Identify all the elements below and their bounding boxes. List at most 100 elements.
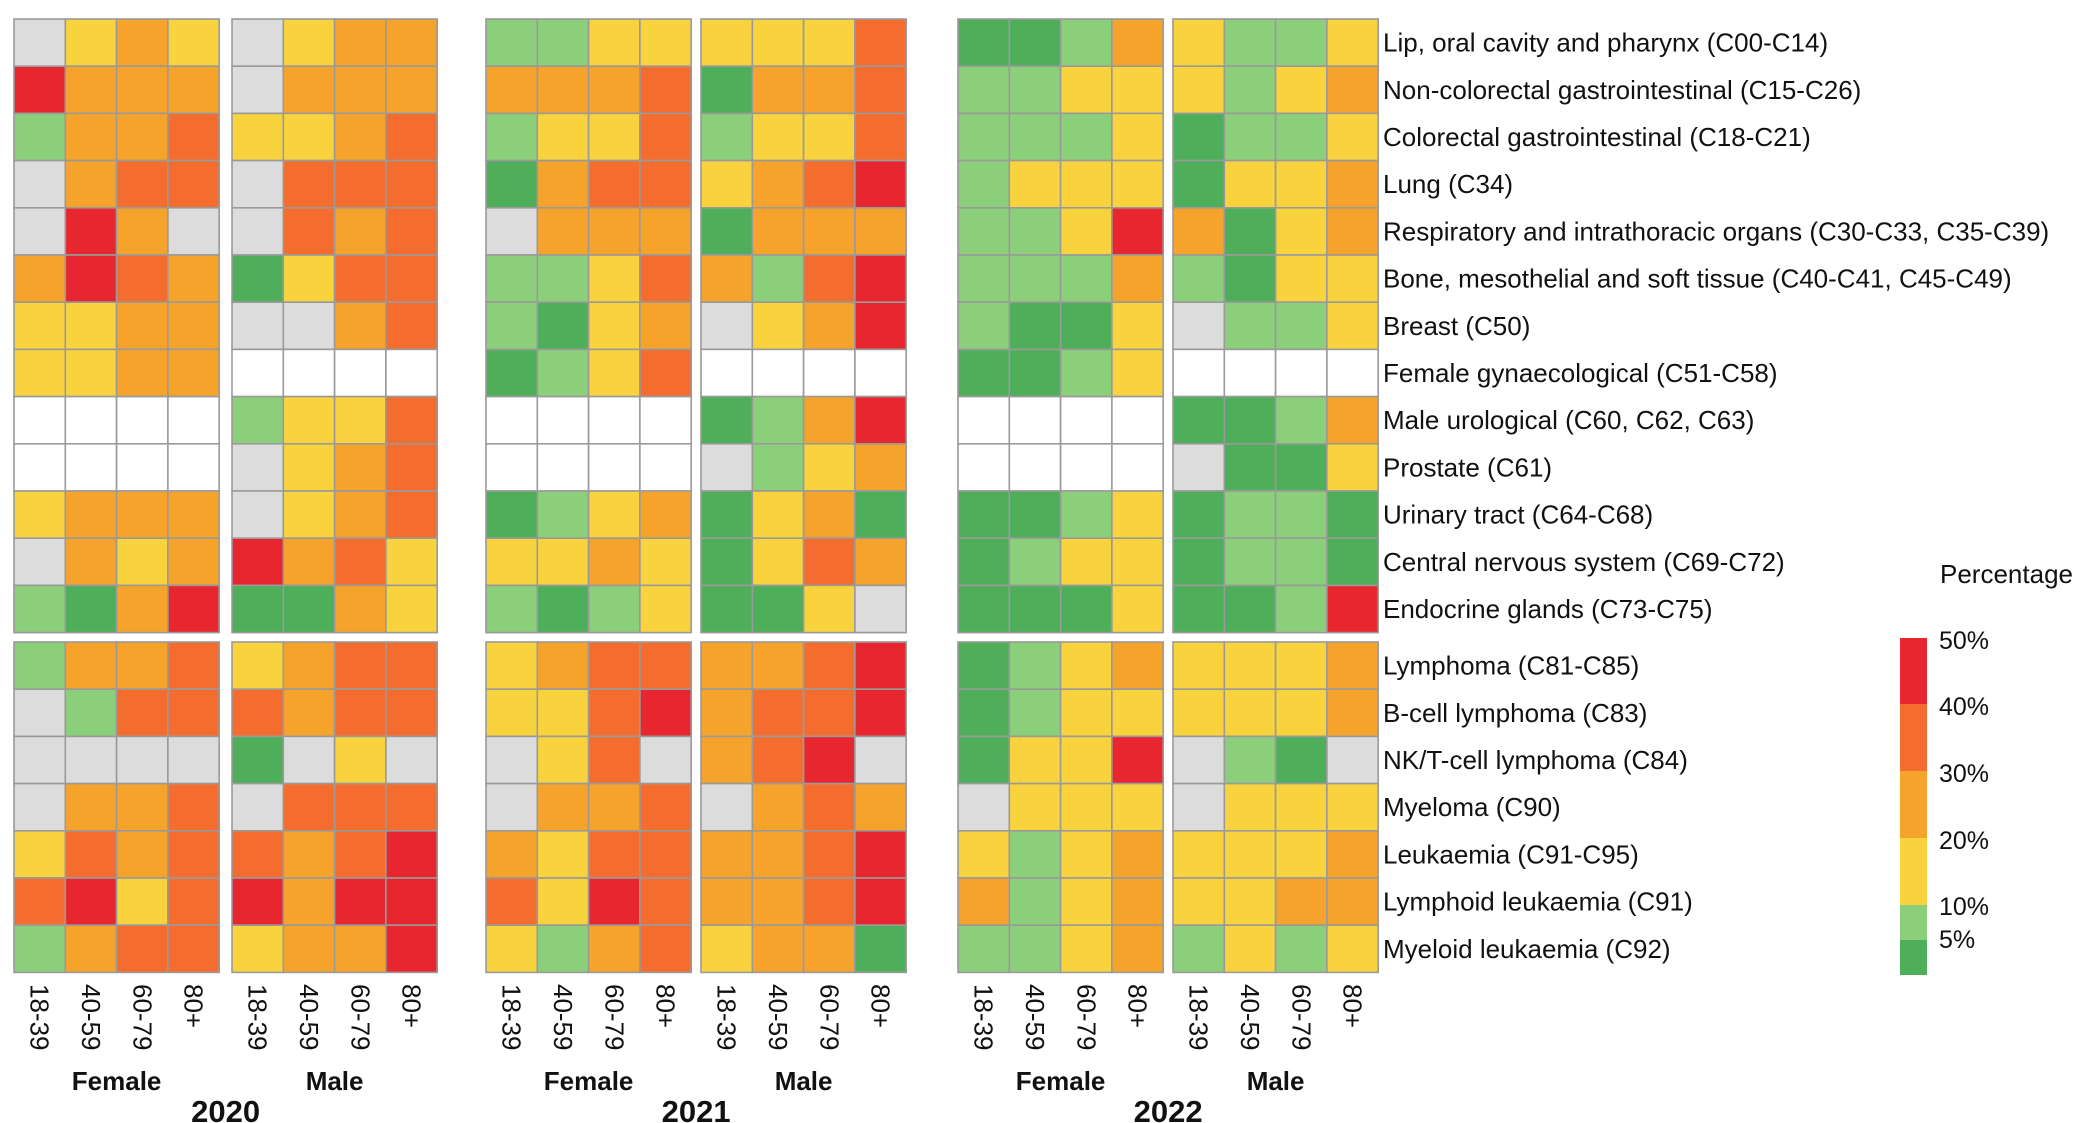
heatmap-cell [751, 348, 805, 398]
heatmap-cell [1326, 877, 1380, 927]
heatmap-cell [231, 254, 285, 304]
heatmap-cell [282, 395, 336, 445]
age-tick-label: 18-39 [25, 984, 55, 1051]
age-tick-label: 40-59 [548, 984, 578, 1051]
heatmap-cell [1326, 688, 1380, 738]
heatmap-cell [1059, 159, 1113, 209]
heatmap-cell [333, 877, 387, 927]
heatmap-cell [639, 688, 693, 738]
heatmap-cell [700, 641, 754, 691]
age-tick-label: 18-39 [969, 984, 999, 1051]
heatmap-cell [957, 584, 1011, 634]
heatmap-cell [385, 688, 438, 738]
heatmap-cell [1223, 442, 1277, 492]
heatmap-cell [13, 65, 67, 115]
heatmap-cell [751, 537, 805, 587]
age-tick-label: 60-79 [127, 984, 157, 1051]
heatmap-cell [1223, 112, 1277, 162]
heatmap-cell [587, 254, 641, 304]
legend-label: 10% [1939, 893, 1989, 921]
heatmap-cell [854, 490, 908, 540]
heatmap-cell [231, 112, 285, 162]
heatmap-cell [1008, 688, 1062, 738]
heatmap-cell [485, 584, 539, 634]
heatmap-cell [64, 159, 118, 209]
heatmap-cell [854, 112, 908, 162]
heatmap-cell [333, 18, 387, 68]
heatmap-cell [1274, 254, 1328, 304]
heatmap-cell [333, 584, 387, 634]
heatmap-cell [1326, 65, 1380, 115]
row-label: Lymphoma (C81-C85) [1383, 651, 1639, 681]
heatmap-cell [231, 207, 285, 256]
heatmap-cell [1172, 301, 1226, 351]
heatmap-cell [1008, 641, 1062, 691]
heatmap-cell [333, 641, 387, 691]
heatmap-cell [802, 159, 856, 209]
heatmap-cell [64, 584, 118, 634]
heatmap-cell [385, 490, 438, 540]
legend-swatch [1900, 940, 1927, 975]
heatmap-cell [282, 688, 336, 738]
heatmap-cell [385, 301, 438, 351]
sex-label: Female [72, 1066, 162, 1096]
heatmap-cell [115, 688, 169, 738]
legend-swatch [1900, 704, 1927, 771]
heatmap-cell [1172, 207, 1226, 256]
heatmap-cell [802, 18, 856, 68]
heatmap-cell [13, 395, 67, 445]
heatmap-cell [115, 112, 169, 162]
heatmap-cell [536, 641, 590, 691]
heatmap-cell [1059, 688, 1113, 738]
heatmap-cell [1223, 641, 1277, 691]
heatmap-cell [64, 65, 118, 115]
row-label: Colorectal gastrointestinal (C18-C21) [1383, 122, 1811, 152]
heatmap-cell [1326, 159, 1380, 209]
heatmap-cell [13, 924, 67, 974]
heatmap-cell [957, 877, 1011, 927]
heatmap-cell [1059, 348, 1113, 398]
heatmap-cell [536, 442, 590, 492]
heatmap-cell [1223, 877, 1277, 927]
heatmap-cell [115, 782, 169, 832]
heatmap-cell [282, 301, 336, 351]
heatmap-cell [485, 735, 539, 785]
heatmap-cell [854, 159, 908, 209]
heatmap-cell [231, 924, 285, 974]
heatmap-cell [1326, 537, 1380, 587]
heatmap-cell [854, 348, 908, 398]
year-label: 2022 [1134, 1094, 1203, 1123]
heatmap-cell [1172, 395, 1226, 445]
heatmap-cell [1274, 395, 1328, 445]
heatmap-cell [639, 735, 693, 785]
heatmap-cell [536, 301, 590, 351]
heatmap-cell [700, 348, 754, 398]
heatmap-cell [1326, 348, 1380, 398]
heatmap-cell [802, 112, 856, 162]
heatmap-cell [700, 537, 754, 587]
heatmap-cell [64, 442, 118, 492]
heatmap-cell [957, 537, 1011, 587]
heatmap-cell [115, 641, 169, 691]
heatmap-cell [1111, 159, 1165, 209]
heatmap-cell [587, 829, 641, 879]
heatmap-cell [957, 112, 1011, 162]
heatmap-cell [1223, 584, 1277, 634]
heatmap-cell [333, 254, 387, 304]
legend-swatch [1900, 838, 1927, 905]
heatmap-cell [639, 490, 693, 540]
heatmap-cell [536, 829, 590, 879]
heatmap-cell [485, 395, 539, 445]
row-label: Myeloid leukaemia (C92) [1383, 934, 1671, 964]
heatmap-cell [1111, 688, 1165, 738]
heatmap-cell [115, 254, 169, 304]
heatmap-cell [167, 442, 220, 492]
heatmap-cell [115, 924, 169, 974]
heatmap-cell [1223, 395, 1277, 445]
heatmap-cell [1274, 829, 1328, 879]
heatmap-cell [1326, 18, 1380, 68]
heatmap-cell [1172, 584, 1226, 634]
heatmap-cell [1059, 584, 1113, 634]
heatmap-cell [115, 537, 169, 587]
heatmap-cell [854, 877, 908, 927]
